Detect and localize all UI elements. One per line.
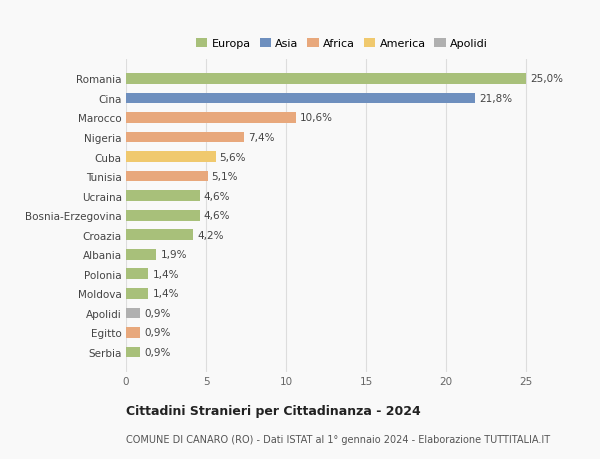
Text: 21,8%: 21,8% xyxy=(479,94,512,104)
Bar xyxy=(126,113,296,123)
Text: 5,1%: 5,1% xyxy=(212,172,238,182)
Bar xyxy=(126,152,215,162)
Text: Cittadini Stranieri per Cittadinanza - 2024: Cittadini Stranieri per Cittadinanza - 2… xyxy=(126,404,421,417)
Text: 0,9%: 0,9% xyxy=(145,347,171,357)
Text: 5,6%: 5,6% xyxy=(220,152,246,162)
Bar xyxy=(126,347,140,358)
Bar xyxy=(126,210,200,221)
Bar xyxy=(126,230,193,241)
Text: 7,4%: 7,4% xyxy=(248,133,275,143)
Bar xyxy=(126,132,244,143)
Bar xyxy=(126,191,200,202)
Bar xyxy=(126,288,148,299)
Bar xyxy=(126,74,526,84)
Text: 4,6%: 4,6% xyxy=(203,211,230,221)
Legend: Europa, Asia, Africa, America, Apolidi: Europa, Asia, Africa, America, Apolidi xyxy=(191,34,493,53)
Bar xyxy=(126,327,140,338)
Text: 4,6%: 4,6% xyxy=(203,191,230,201)
Bar xyxy=(126,308,140,319)
Text: 0,9%: 0,9% xyxy=(145,308,171,318)
Text: 25,0%: 25,0% xyxy=(530,74,563,84)
Text: 1,9%: 1,9% xyxy=(160,250,187,260)
Bar xyxy=(126,171,208,182)
Bar xyxy=(126,269,148,280)
Text: 1,4%: 1,4% xyxy=(152,269,179,279)
Text: 10,6%: 10,6% xyxy=(299,113,332,123)
Bar xyxy=(126,93,475,104)
Text: 4,2%: 4,2% xyxy=(197,230,224,240)
Text: 0,9%: 0,9% xyxy=(145,328,171,338)
Bar xyxy=(126,249,157,260)
Text: 1,4%: 1,4% xyxy=(152,289,179,299)
Text: COMUNE DI CANARO (RO) - Dati ISTAT al 1° gennaio 2024 - Elaborazione TUTTITALIA.: COMUNE DI CANARO (RO) - Dati ISTAT al 1°… xyxy=(126,434,550,444)
